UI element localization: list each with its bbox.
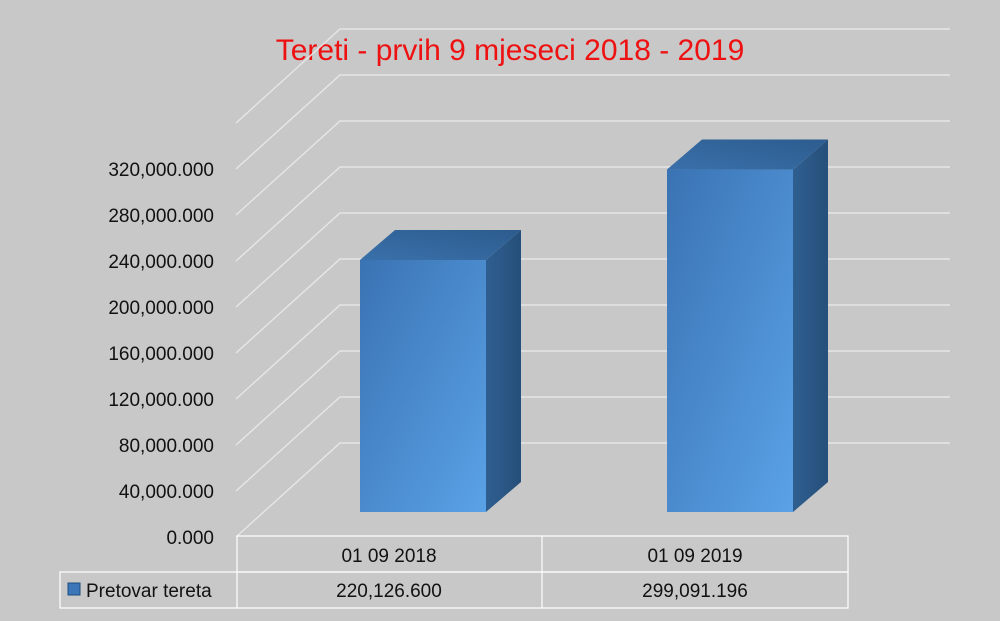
y-tick-label-5: 200,000.000 [108, 298, 214, 319]
gridline-2 [235, 350, 950, 446]
table-category-2: 01 09 2019 [647, 546, 742, 567]
y-tick-label-6: 240,000.000 [108, 252, 214, 273]
gridline-5 [235, 212, 950, 308]
bar-2 [667, 139, 828, 512]
gridline-4 [235, 258, 950, 354]
gridline-1 [235, 396, 950, 492]
y-tick-label-7: 280,000.000 [108, 206, 214, 227]
y-tick-label-1: 40,000.000 [119, 482, 214, 503]
y-tick-label-2: 80,000.000 [119, 436, 214, 457]
y-tick-label-4: 160,000.000 [108, 344, 214, 365]
chart-title: Tereti - prvih 9 mjeseci 2018 - 2019 [276, 34, 745, 67]
bars [360, 139, 828, 512]
y-axis-ticks: 0.000 40,000.000 80,000.000 120,000.000 160,… [108, 160, 214, 549]
table-value-1: 220,126.600 [336, 581, 442, 602]
gridline-8 [235, 74, 950, 170]
gridline-9 [235, 28, 950, 124]
table-value-row-bg [59, 571, 849, 609]
table-category-1: 01 09 2018 [341, 546, 436, 567]
gridline-0 [235, 442, 950, 538]
bar-2-side [793, 139, 828, 512]
gridline-3 [235, 304, 950, 400]
bar-2-top [667, 139, 828, 170]
legend-series-name: Pretovar tereta [86, 581, 212, 602]
gridline-6 [235, 166, 950, 262]
bar-1 [360, 229, 521, 512]
gridline-7 [235, 120, 950, 216]
legend-swatch [67, 582, 81, 596]
y-tick-label-8: 320,000.000 [108, 160, 214, 181]
bar-2-front [667, 169, 793, 512]
bar-1-front [360, 259, 486, 512]
bar-1-top [360, 229, 521, 260]
data-table: 01 09 2018 01 09 2019 Pretovar tereta 22… [59, 535, 849, 609]
bar-1-side [486, 229, 521, 512]
y-tick-label-3: 120,000.000 [108, 390, 214, 411]
y-tick-label-0: 0.000 [166, 528, 214, 549]
table-value-2: 299,091.196 [642, 581, 748, 602]
grid [235, 28, 950, 538]
